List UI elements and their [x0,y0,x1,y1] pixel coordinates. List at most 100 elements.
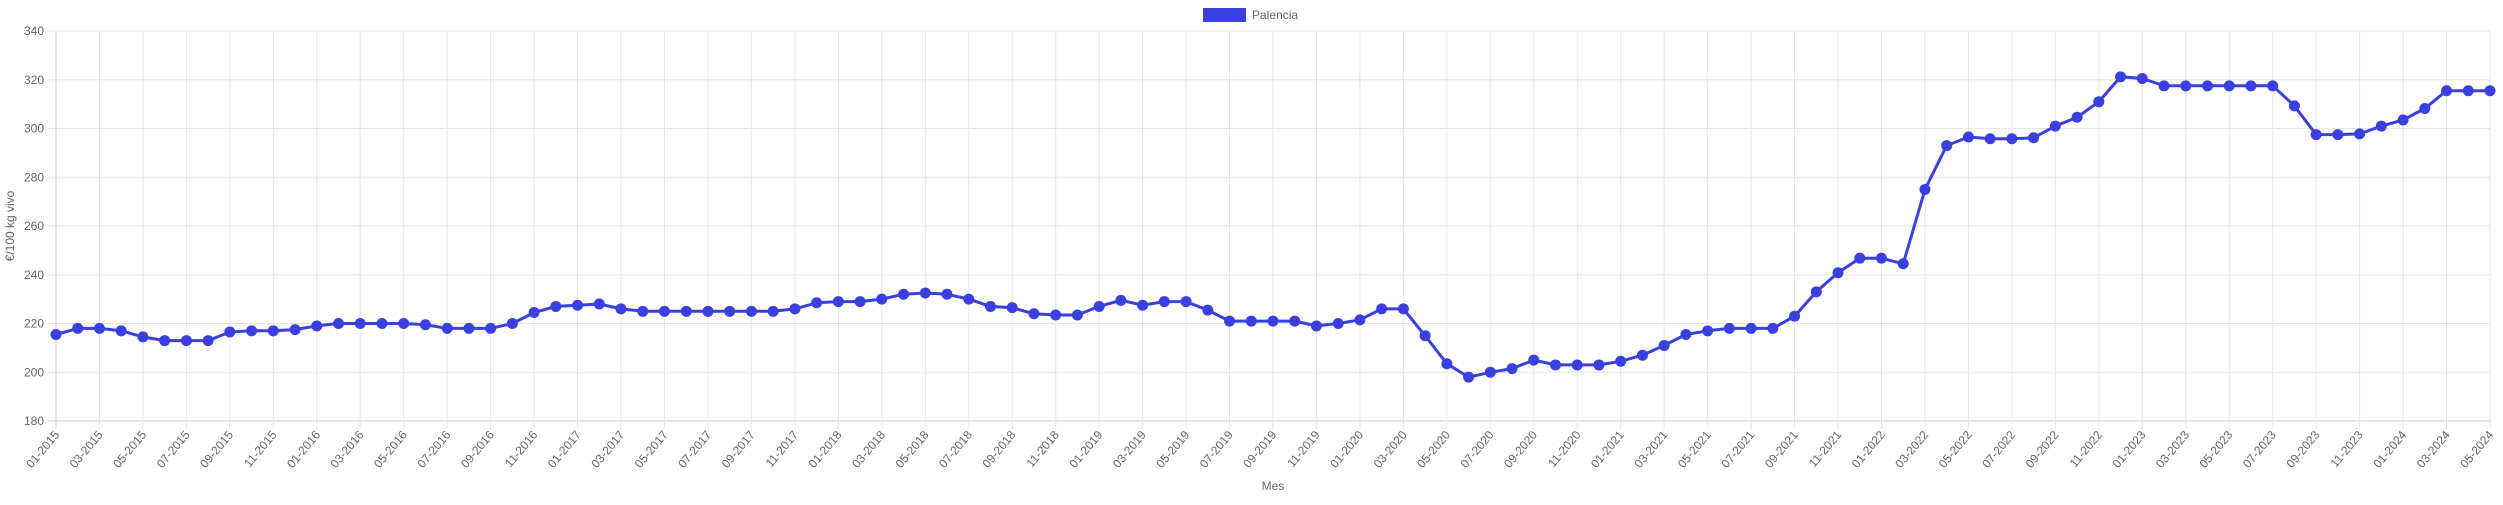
data-point [898,288,910,300]
data-point [2223,80,2235,92]
data-point [333,318,345,329]
data-point [1028,308,1040,320]
data-point [1224,315,1236,327]
data-point [72,322,84,334]
data-point [267,325,279,337]
data-point [202,335,214,347]
data-point [1702,325,1714,337]
x-tick-label: 09-2020 [1501,428,1540,471]
data-point [984,300,996,312]
data-point [941,288,953,300]
data-point [528,307,540,319]
x-tick-label: 09-2021 [1762,428,1801,471]
x-tick-label: 07-2021 [1718,428,1757,471]
x-tick-label: 05-2024 [2457,428,2496,471]
x-tick-label: 05-2022 [1936,428,1975,471]
data-point [1267,315,1279,327]
data-point [1680,328,1692,340]
x-tick-label: 11-2015 [241,428,280,470]
x-tick-label: 09-2019 [1240,428,1279,471]
x-tick-label: 07-2017 [675,428,714,471]
x-tick-label: 03-2021 [1631,428,1670,471]
legend[interactable]: Palencia [1203,8,1298,22]
x-tick-label: 05-2017 [632,428,671,471]
data-point [1441,358,1453,370]
data-point [1593,359,1605,371]
data-point [2028,132,2040,144]
x-tick-label: 11-2023 [2327,428,2366,470]
data-point [593,298,605,310]
data-point [1484,366,1496,378]
x-tick-label: 09-2016 [458,428,497,471]
data-point [919,287,931,299]
x-tick-label: 05-2018 [893,428,932,471]
y-tick-label: 180 [24,414,44,428]
x-tick-label: 09-2018 [979,428,1018,471]
x-tick-label: 11-2022 [2067,428,2106,470]
x-tick-label: 03-2018 [849,428,888,471]
data-point [485,322,497,334]
data-point [1984,133,1996,145]
data-point [2332,129,2344,141]
y-axis-ticks: 180 200 220 240 260 280 300 320 340 [24,24,44,428]
x-tick-label: 07-2023 [2240,428,2279,471]
x-tick-label: 03-2024 [2414,428,2453,471]
data-point [2484,85,2496,97]
y-tick-label: 240 [24,268,44,282]
data-point [1310,320,1322,332]
data-point [2375,120,2387,132]
data-point [1158,296,1170,308]
data-point [2180,80,2192,92]
data-point [1832,267,1844,279]
data-point [1289,315,1301,327]
y-tick-label: 280 [24,170,44,184]
data-point [1789,310,1801,322]
x-tick-label: 03-2015 [67,428,106,471]
data-point [1093,300,1105,312]
data-point [1115,294,1127,306]
series-palencia [50,71,2496,383]
data-point [2201,80,2213,92]
data-point [419,319,431,331]
x-tick-label: 09-2017 [719,428,758,471]
data-point [2441,85,2453,97]
data-point [1137,299,1149,311]
data-point [2310,129,2322,141]
data-point [550,300,562,312]
data-point [1571,359,1583,371]
data-point [1636,349,1648,361]
data-point [2288,100,2300,112]
x-tick-label: 01-2016 [284,428,323,471]
x-tick-label: 07-2019 [1197,428,1236,471]
data-point [1550,359,1562,371]
y-tick-label: 260 [24,219,44,233]
x-axis-title: Mes [1262,479,1285,493]
y-tick-label: 200 [24,365,44,379]
data-point [1876,252,1887,264]
data-point [1006,302,1018,314]
x-tick-label: 07-2018 [936,428,975,471]
data-point [1463,371,1475,383]
data-point [832,296,844,308]
data-point [506,318,518,329]
x-tick-label: 01-2018 [806,428,845,471]
data-point [2267,80,2279,92]
data-point [180,335,192,347]
data-point [311,320,323,332]
data-point [224,326,236,338]
x-tick-label: 03-2023 [2153,428,2192,471]
x-tick-label: 01-2017 [545,428,584,471]
x-tick-label: 03-2016 [328,428,367,471]
data-point [1854,252,1866,264]
data-point [463,322,475,334]
y-tick-label: 320 [24,73,44,87]
x-tick-label: 11-2016 [502,428,541,470]
x-tick-label: 11-2017 [763,428,802,470]
data-point [1245,315,1257,327]
data-point [2245,80,2257,92]
data-point [572,299,584,311]
data-point [615,303,627,315]
x-tick-label: 01-2021 [1588,428,1627,471]
x-tick-label: 05-2023 [2196,428,2235,471]
